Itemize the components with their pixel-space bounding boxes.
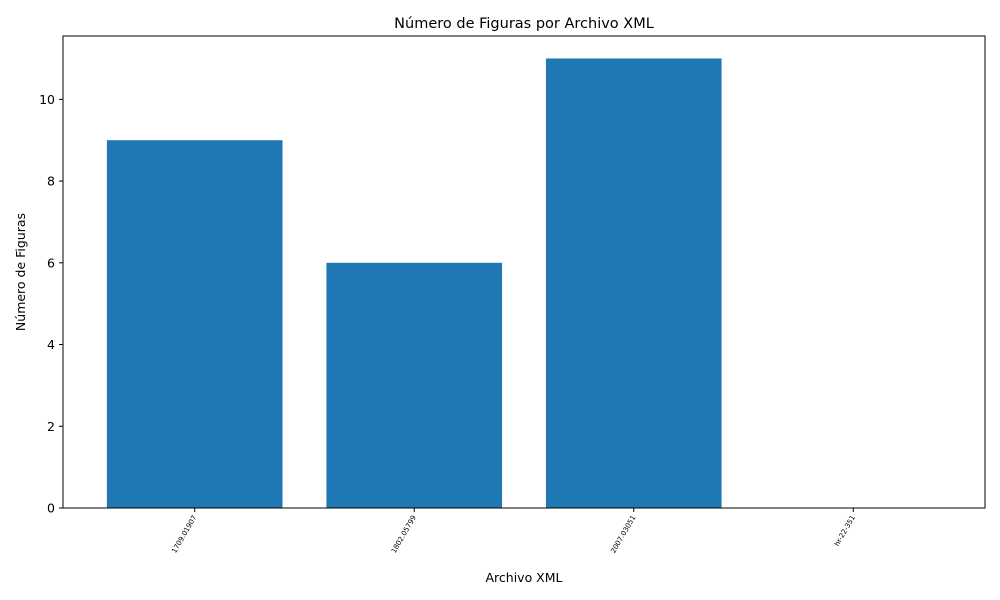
bar xyxy=(326,262,503,508)
x-tick-label: 1709.01907 xyxy=(170,514,198,555)
bars-layer xyxy=(106,58,722,508)
chart-title: Número de Figuras por Archivo XML xyxy=(394,16,654,32)
x-tick-label: hr-22-351 xyxy=(833,514,857,548)
y-tick-label: 4 xyxy=(47,337,55,352)
y-axis-ticks: 0 2 4 6 8 10 xyxy=(39,92,63,516)
y-axis-label: Número de Figuras xyxy=(13,213,28,331)
y-tick-label: 10 xyxy=(39,92,55,107)
y-tick-label: 0 xyxy=(47,501,55,516)
bar xyxy=(106,140,283,508)
x-axis-ticks: 1709.01907 1802.05799 2007.03051 hr-22-351 xyxy=(170,508,857,555)
y-tick-label: 2 xyxy=(47,419,55,434)
y-tick-label: 6 xyxy=(47,255,55,270)
x-tick-label: 1802.05799 xyxy=(390,514,418,555)
plot-frame xyxy=(62,35,986,509)
x-axis-label: Archivo XML xyxy=(485,570,562,585)
bar xyxy=(545,58,722,508)
x-tick-label: 2007.03051 xyxy=(609,514,637,555)
y-tick-label: 8 xyxy=(47,174,55,189)
